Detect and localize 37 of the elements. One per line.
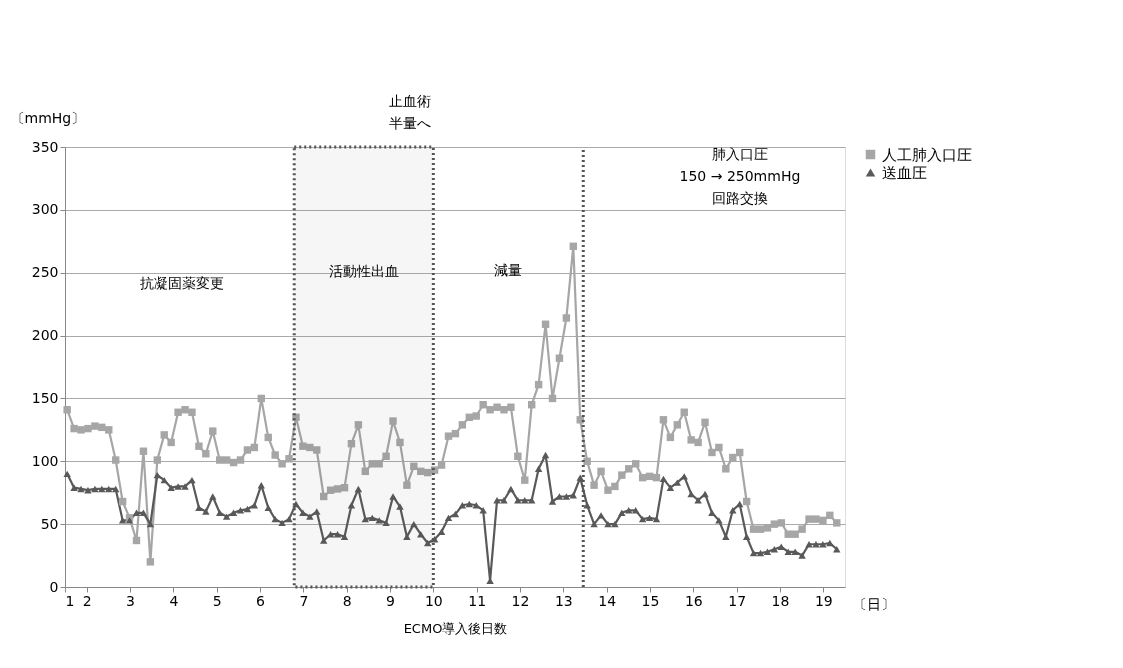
y-tick-label: 50 <box>40 515 59 532</box>
x-tick-label: 9 <box>386 592 395 609</box>
annotation: 肺入口圧 150 → 250mmHg 回路交換 <box>679 145 801 206</box>
legend-label: 人工肺入口圧 <box>882 145 972 164</box>
y-tick-label: 100 <box>31 452 59 469</box>
x-tick-label: 7 <box>299 592 309 609</box>
y-tick-label: 300 <box>31 201 59 218</box>
x-axis-title: ECMO導入後日数 <box>403 620 508 636</box>
x-tick-label: 1 <box>65 592 75 609</box>
x-tick-label: 14 <box>598 592 617 609</box>
y-tick-label: 250 <box>31 264 59 281</box>
band-label: 活動性出血 <box>328 262 399 279</box>
text: 〔日〕 <box>853 596 895 612</box>
legend-label: 送血圧 <box>882 163 927 182</box>
x-tick-label: 6 <box>256 592 266 609</box>
x-tick-label: 19 <box>814 592 833 609</box>
x-tick-label: 18 <box>771 592 790 609</box>
x-tick-label: 16 <box>684 592 703 609</box>
x-tick-label: 2 <box>82 592 92 609</box>
x-tick-label: 10 <box>424 592 443 609</box>
y-tick-label: 200 <box>31 327 59 344</box>
x-tick-label: 11 <box>468 592 487 609</box>
x-tick-label: 8 <box>342 592 352 609</box>
x-tick-label: 12 <box>511 592 530 609</box>
y-tick-label: 150 <box>31 389 59 406</box>
x-tick-label: 17 <box>728 592 747 609</box>
x-tick-label: 4 <box>169 592 179 609</box>
x-tick-label: 5 <box>212 592 222 609</box>
x-tick-label: 3 <box>126 592 135 609</box>
y-axis-title: 〔mmHg〕 <box>10 109 86 126</box>
annotation: 止血術半量へ <box>388 93 431 132</box>
x-tick-label: 13 <box>554 592 573 609</box>
y-tick-label: 0 <box>49 578 59 595</box>
x-tick-label: 15 <box>641 592 660 609</box>
annotation: 抗凝固薬変更 <box>140 275 224 292</box>
annotation: 減量 <box>494 262 523 279</box>
y-tick-label: 350 <box>31 138 59 155</box>
